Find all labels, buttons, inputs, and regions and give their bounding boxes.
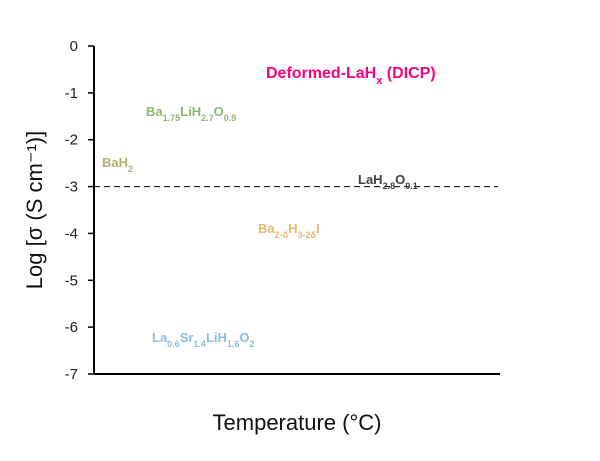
- label-text: (DICP): [382, 65, 435, 82]
- label-subscript: 2.7: [201, 113, 214, 123]
- label-subscript: 2: [128, 164, 133, 174]
- label-subscript: 0.6: [167, 339, 180, 349]
- label-text: LaH: [358, 172, 383, 187]
- label-text: LiH: [206, 330, 227, 345]
- label-subscript: 1.4: [193, 339, 206, 349]
- label-text: Ba: [258, 221, 275, 236]
- series-label-3: BaH2: [102, 155, 133, 174]
- label-text: H: [288, 221, 297, 236]
- y-tick-label: -1: [65, 85, 78, 102]
- label-text: O: [395, 172, 405, 187]
- label-subscript: x: [376, 75, 383, 87]
- axes: 0-1-2-3-4-5-6-7 6004002000-60: [65, 38, 500, 383]
- label-text: La: [152, 330, 168, 345]
- label-subscript: 1.6: [227, 339, 240, 349]
- series-label-0: Deformed-LaHx (DICP): [266, 65, 436, 87]
- labels-layer: Deformed-LaHx (DICP)LaH2.8O0.1Ba1.75LiH2…: [102, 65, 436, 349]
- series-label-4: Ba2-δH3-2δI: [258, 221, 320, 240]
- label-subscript: 0.1: [405, 181, 418, 191]
- series-label-1: LaH2.8O0.1: [358, 172, 418, 191]
- y-tick-label: -5: [65, 272, 78, 289]
- label-text: O: [239, 330, 249, 345]
- y-tick-label: -2: [65, 132, 78, 149]
- label-subscript: 2-δ: [275, 230, 289, 240]
- label-text: LiH: [180, 104, 201, 119]
- label-subscript: 2.8: [383, 181, 396, 191]
- label-subscript: 2: [250, 339, 255, 349]
- label-subscript: 0.9: [224, 113, 237, 123]
- y-tick-label: -6: [65, 319, 78, 336]
- y-tick-label: -7: [65, 366, 78, 383]
- y-tick-label: -4: [65, 225, 78, 242]
- x-axis-title: Temperature (°C): [213, 410, 382, 435]
- label-text: Deformed-LaH: [266, 65, 376, 82]
- label-text: I: [316, 221, 320, 236]
- label-subscript: 3-2δ: [297, 230, 316, 240]
- label-text: Ba: [146, 104, 163, 119]
- y-axis-title: Log [σ (S cm⁻¹)]: [22, 131, 47, 289]
- y-tick-label: -3: [65, 179, 78, 196]
- series-label-2: Ba1.75LiH2.7O0.9: [146, 104, 236, 123]
- y-tick-label: 0: [70, 38, 78, 55]
- y-ticks: 0 -1 -2 -3 -4 -5 -6 -7: [65, 38, 94, 383]
- series-label-5: La0.6Sr1.4LiH1.6O2: [152, 330, 255, 349]
- label-text: O: [214, 104, 224, 119]
- label-text: Sr: [180, 330, 194, 345]
- label-text: BaH: [102, 155, 128, 170]
- label-subscript: 1.75: [163, 113, 181, 123]
